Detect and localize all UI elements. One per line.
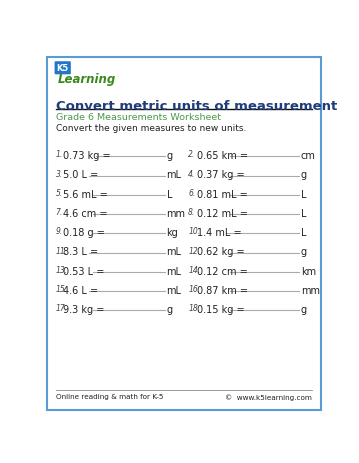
- Text: g: g: [300, 247, 307, 257]
- Text: 3.: 3.: [56, 169, 63, 178]
- Text: km: km: [300, 266, 316, 276]
- Text: g: g: [300, 305, 307, 314]
- Text: Online reading & math for K-5: Online reading & math for K-5: [56, 394, 163, 400]
- Text: mL: mL: [167, 170, 182, 180]
- Text: 11.: 11.: [56, 246, 68, 255]
- Text: 2.: 2.: [188, 150, 196, 159]
- Text: 5.6 mL =: 5.6 mL =: [64, 189, 108, 199]
- Text: ©  www.k5learning.com: © www.k5learning.com: [225, 394, 312, 400]
- Text: 0.81 mL =: 0.81 mL =: [197, 189, 247, 199]
- Text: 1.: 1.: [56, 150, 63, 159]
- Text: K5: K5: [57, 64, 69, 73]
- Text: 14.: 14.: [188, 265, 200, 274]
- Text: 9.: 9.: [56, 227, 63, 236]
- Text: Convert metric units of measurement: Convert metric units of measurement: [56, 100, 337, 113]
- Text: mL: mL: [167, 285, 182, 295]
- Text: 0.12 cm =: 0.12 cm =: [197, 266, 247, 276]
- Text: 7.: 7.: [56, 208, 63, 217]
- Text: 4.6 L =: 4.6 L =: [64, 285, 99, 295]
- Text: 4.: 4.: [188, 169, 196, 178]
- Text: 12.: 12.: [188, 246, 200, 255]
- Text: Learning: Learning: [57, 73, 116, 86]
- Text: g: g: [167, 151, 173, 161]
- Text: 0.18 g =: 0.18 g =: [64, 228, 105, 238]
- Text: 0.73 kg =: 0.73 kg =: [64, 151, 111, 161]
- Text: 10.: 10.: [188, 227, 200, 236]
- Text: g: g: [300, 170, 307, 180]
- Text: 16.: 16.: [188, 285, 200, 294]
- Text: 15.: 15.: [56, 285, 68, 294]
- Text: L: L: [300, 189, 306, 199]
- Text: 4.6 cm =: 4.6 cm =: [64, 208, 108, 219]
- Text: Convert the given measures to new units.: Convert the given measures to new units.: [56, 124, 246, 133]
- Text: mm: mm: [167, 208, 186, 219]
- Text: kg: kg: [167, 228, 178, 238]
- Text: 0.65 km =: 0.65 km =: [197, 151, 248, 161]
- Text: 8.: 8.: [188, 208, 196, 217]
- Text: 1.4 mL =: 1.4 mL =: [197, 228, 241, 238]
- Text: 0.37 kg =: 0.37 kg =: [197, 170, 244, 180]
- FancyBboxPatch shape: [55, 62, 71, 75]
- Text: mL: mL: [167, 247, 182, 257]
- Text: 6.: 6.: [188, 188, 196, 197]
- Text: L: L: [167, 189, 172, 199]
- Text: mL: mL: [167, 266, 182, 276]
- Text: 9.3 kg =: 9.3 kg =: [64, 305, 105, 314]
- Text: 5.: 5.: [56, 188, 63, 197]
- Text: 0.53 L =: 0.53 L =: [64, 266, 105, 276]
- Text: 8.3 L =: 8.3 L =: [64, 247, 99, 257]
- Text: cm: cm: [300, 151, 316, 161]
- Text: 18.: 18.: [188, 304, 200, 313]
- Text: mm: mm: [300, 285, 320, 295]
- Text: 13.: 13.: [56, 265, 68, 274]
- Text: 0.62 kg =: 0.62 kg =: [197, 247, 244, 257]
- Text: 0.12 mL =: 0.12 mL =: [197, 208, 248, 219]
- Text: 0.15 kg =: 0.15 kg =: [197, 305, 244, 314]
- Text: 0.87 km =: 0.87 km =: [197, 285, 248, 295]
- Text: Grade 6 Measurements Worksheet: Grade 6 Measurements Worksheet: [56, 113, 221, 121]
- Text: g: g: [167, 305, 173, 314]
- Text: L: L: [300, 208, 306, 219]
- Text: 17.: 17.: [56, 304, 68, 313]
- Text: 5.0 L =: 5.0 L =: [64, 170, 99, 180]
- Text: L: L: [300, 228, 306, 238]
